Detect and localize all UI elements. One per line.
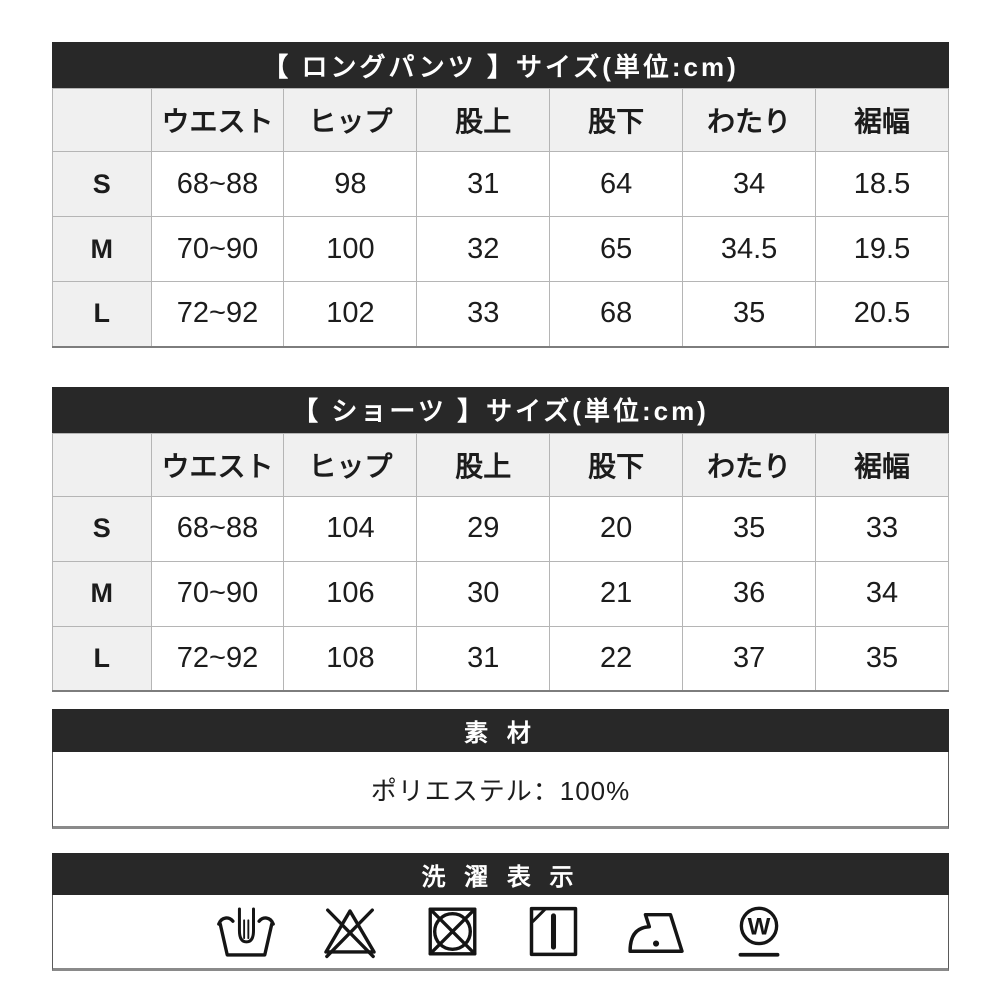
table-row-s: S 68~88 98 31 64 34 18.5 (52, 151, 949, 217)
corner-cell (52, 88, 152, 152)
table-row-l: L 72~92 108 31 22 37 35 (52, 625, 949, 692)
cell: 64 (549, 151, 684, 217)
shorts-size-table: ウエスト ヒップ 股上 股下 わたり 裾幅 S 68~88 104 29 20 … (52, 432, 949, 692)
care-section: 洗 濯 表 示 (52, 853, 949, 971)
care-title: 洗 濯 表 示 (421, 863, 580, 891)
cell: 68~88 (150, 151, 285, 217)
cell: 98 (283, 151, 418, 217)
cell: 29 (416, 495, 551, 562)
cell: 37 (682, 625, 817, 692)
cell: 31 (416, 151, 551, 217)
material-title-bar: 素 材 (52, 709, 949, 752)
cell: 22 (549, 625, 684, 692)
line-dry-in-shade-icon (526, 903, 581, 960)
cell: 36 (682, 560, 817, 627)
size-label: L (52, 281, 152, 347)
col-header-hem: 裾幅 (815, 88, 949, 152)
cell: 65 (549, 216, 684, 282)
cell: 31 (416, 625, 551, 692)
svg-text:W: W (748, 913, 771, 940)
cell: 72~92 (150, 281, 285, 347)
do-not-tumble-dry-icon (424, 903, 481, 960)
cell: 30 (416, 560, 551, 627)
col-header-hip: ヒップ (283, 432, 418, 497)
col-header-rise: 股上 (416, 432, 551, 497)
col-header-rise: 股上 (416, 88, 551, 152)
corner-cell (52, 432, 152, 497)
long-pants-size-table: ウエスト ヒップ 股上 股下 わたり 裾幅 S 68~88 98 31 64 3… (52, 88, 949, 348)
hand-wash-icon (216, 903, 276, 960)
col-header-inseam: 股下 (549, 432, 684, 497)
col-header-hip: ヒップ (283, 88, 418, 152)
iron-low-heat-icon (626, 907, 688, 957)
cell: 18.5 (815, 151, 949, 217)
cell: 70~90 (150, 560, 285, 627)
cell: 104 (283, 495, 418, 562)
long-pants-title: 【 ロングパンツ 】サイズ(単位:cm) (262, 51, 739, 82)
table-row-s: S 68~88 104 29 20 35 33 (52, 495, 949, 562)
material-section: 素 材 ポリエステル：100% (52, 709, 949, 829)
cell: 35 (682, 495, 817, 562)
col-header-waist: ウエスト (150, 88, 285, 152)
material-panel: ポリエステル：100% (52, 752, 949, 829)
col-header-thigh: わたり (682, 88, 817, 152)
col-header-inseam: 股下 (549, 88, 684, 152)
long-pants-title-bar: 【 ロングパンツ 】サイズ(単位:cm) (52, 42, 949, 88)
cell: 72~92 (150, 625, 285, 692)
do-not-bleach-icon (321, 903, 379, 960)
size-label: L (52, 625, 152, 692)
cell: 19.5 (815, 216, 949, 282)
material-title: 素 材 (464, 720, 537, 747)
shorts-title: 【 ショーツ 】サイズ(単位:cm) (292, 396, 709, 426)
cell: 108 (283, 625, 418, 692)
cell: 21 (549, 560, 684, 627)
long-pants-size-section: 【 ロングパンツ 】サイズ(単位:cm) ウエスト ヒップ 股上 股下 わたり … (52, 42, 949, 348)
care-icons-row: W (53, 895, 948, 968)
table-row-l: L 72~92 102 33 68 35 20.5 (52, 281, 949, 347)
cell: 35 (682, 281, 817, 347)
cell: 32 (416, 216, 551, 282)
cell: 33 (815, 495, 949, 562)
col-header-thigh: わたり (682, 432, 817, 497)
cell: 70~90 (150, 216, 285, 282)
care-panel: W (52, 895, 949, 971)
header-row: ウエスト ヒップ 股上 股下 わたり 裾幅 (52, 432, 949, 497)
cell: 34 (815, 560, 949, 627)
cell: 68 (549, 281, 684, 347)
size-label: S (52, 151, 152, 217)
size-label: M (52, 216, 152, 282)
care-title-bar: 洗 濯 表 示 (52, 853, 949, 895)
table-row-m: M 70~90 100 32 65 34.5 19.5 (52, 216, 949, 282)
wet-cleaning-gentle-icon: W (733, 903, 785, 960)
cell: 34.5 (682, 216, 817, 282)
cell: 35 (815, 625, 949, 692)
cell: 34 (682, 151, 817, 217)
size-guide-page: 【 ロングパンツ 】サイズ(単位:cm) ウエスト ヒップ 股上 股下 わたり … (52, 0, 949, 971)
cell: 102 (283, 281, 418, 347)
header-row: ウエスト ヒップ 股上 股下 わたり 裾幅 (52, 88, 949, 152)
cell: 20.5 (815, 281, 949, 347)
col-header-hem: 裾幅 (815, 432, 949, 497)
col-header-waist: ウエスト (150, 432, 285, 497)
table-row-m: M 70~90 106 30 21 36 34 (52, 560, 949, 627)
size-label: S (52, 495, 152, 562)
size-label: M (52, 560, 152, 627)
cell: 20 (549, 495, 684, 562)
cell: 106 (283, 560, 418, 627)
material-content: ポリエステル：100% (53, 752, 948, 826)
cell: 33 (416, 281, 551, 347)
cell: 68~88 (150, 495, 285, 562)
shorts-size-section: 【 ショーツ 】サイズ(単位:cm) ウエスト ヒップ 股上 股下 わたり 裾幅… (52, 386, 949, 692)
cell: 100 (283, 216, 418, 282)
shorts-title-bar: 【 ショーツ 】サイズ(単位:cm) (52, 386, 949, 433)
